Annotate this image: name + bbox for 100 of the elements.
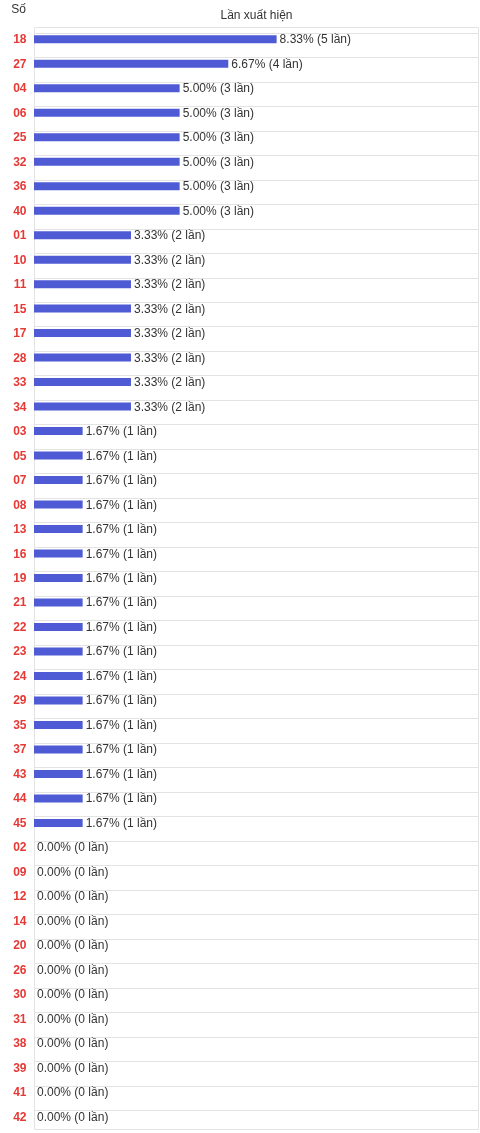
data-label: 3.33% (2 lần) — [133, 399, 206, 414]
bar — [34, 157, 180, 166]
data-label: 1.67% (1 lần) — [85, 815, 158, 830]
y-tick-label: 37 — [13, 742, 27, 757]
data-label: 1.67% (1 lần) — [85, 693, 158, 708]
data-label: 1.67% (1 lần) — [85, 424, 158, 439]
y-tick-label: 34 — [13, 399, 27, 414]
y-tick-label: 25 — [13, 130, 27, 145]
data-label: 0.00% (0 lần) — [37, 913, 109, 928]
bar — [34, 696, 83, 705]
bar — [34, 353, 131, 362]
data-label: 5.00% (3 lần) — [182, 179, 255, 194]
y-tick-label: 43 — [13, 766, 27, 781]
bar — [34, 525, 83, 534]
data-label: 5.00% (3 lần) — [182, 105, 255, 120]
data-label: 1.67% (1 lần) — [85, 448, 158, 463]
data-label: 1.67% (1 lần) — [85, 644, 158, 659]
y-tick-label: 28 — [13, 350, 27, 365]
y-tick-label: 08 — [13, 497, 27, 512]
bar — [34, 720, 83, 729]
y-tick-label: 10 — [13, 252, 27, 267]
data-label: 0.00% (0 lần) — [37, 1011, 109, 1026]
bar — [34, 35, 277, 44]
y-tick-label: 15 — [13, 301, 27, 316]
y-tick-label: 42 — [13, 1109, 27, 1124]
bar — [34, 671, 83, 680]
y-tick-label: 41 — [13, 1085, 27, 1100]
data-label: 0.00% (0 lần) — [37, 987, 109, 1002]
data-label: 1.67% (1 lần) — [85, 522, 158, 537]
bar — [34, 84, 180, 93]
y-tick-label: 11 — [13, 277, 27, 292]
data-label: 3.33% (2 lần) — [133, 350, 206, 365]
y-tick-label: 29 — [13, 693, 27, 708]
y-tick-label: 19 — [13, 571, 27, 585]
y-tick-label: 07 — [13, 473, 27, 488]
data-label: 1.67% (1 lần) — [85, 766, 158, 781]
data-label: 1.67% (1 lần) — [85, 546, 158, 561]
bar — [34, 549, 83, 558]
y-tick-label: 16 — [13, 546, 27, 561]
data-label: 3.33% (2 lần) — [133, 228, 206, 243]
data-label: 3.33% (2 lần) — [133, 301, 206, 316]
bar — [34, 182, 180, 191]
bar — [34, 255, 131, 264]
bar — [34, 402, 131, 411]
y-tick-label: 21 — [13, 595, 27, 610]
y-tick-label: 44 — [13, 791, 27, 806]
data-label: 0.00% (0 lần) — [37, 1060, 109, 1075]
data-label: 0.00% (0 lần) — [37, 962, 109, 977]
data-label: 3.33% (2 lần) — [133, 277, 206, 292]
data-label: 8.33% (5 lần) — [279, 32, 351, 47]
y-tick-label: 17 — [13, 326, 27, 341]
bar — [34, 476, 83, 485]
bar — [34, 745, 83, 754]
y-tick-label: 27 — [13, 56, 27, 71]
y-tick-label: 18 — [13, 32, 27, 47]
data-label: 5.00% (3 lần) — [182, 81, 255, 96]
y-tick-label: 05 — [13, 448, 27, 463]
y-tick-label: 30 — [13, 987, 27, 1002]
bar — [34, 378, 131, 387]
y-tick-label: 22 — [13, 619, 27, 634]
data-label: 1.67% (1 lần) — [85, 791, 158, 806]
y-tick-label: 12 — [13, 889, 27, 904]
y-tick-label: 36 — [13, 179, 27, 194]
y-tick-label: 13 — [13, 522, 27, 537]
y-tick-label: 33 — [13, 375, 27, 390]
y-tick-label: 02 — [13, 840, 27, 855]
data-label: 0.00% (0 lần) — [37, 1109, 109, 1124]
bar — [34, 574, 83, 582]
bar — [34, 769, 83, 778]
data-label: 0.00% (0 lần) — [37, 1036, 109, 1051]
bar — [34, 500, 83, 509]
data-label: 0.00% (0 lần) — [37, 1085, 109, 1100]
bar — [34, 231, 131, 240]
bar — [34, 794, 83, 803]
y-tick-label: 39 — [13, 1060, 27, 1075]
y-tick-label: 32 — [13, 154, 27, 169]
x-axis-title: Lần xuất hiện — [220, 7, 293, 22]
y-tick-label: 35 — [13, 717, 27, 732]
data-label: 1.67% (1 lần) — [85, 717, 158, 732]
data-label: 5.00% (3 lần) — [182, 203, 255, 218]
bar — [34, 622, 83, 631]
y-tick-label: 20 — [13, 938, 27, 953]
bar — [34, 133, 180, 142]
y-tick-label: 38 — [13, 1036, 27, 1051]
bar — [34, 108, 180, 117]
y-tick-label: 26 — [13, 962, 27, 977]
data-label: 3.33% (2 lần) — [133, 375, 206, 390]
data-label: 0.00% (0 lần) — [37, 889, 109, 904]
bar — [34, 451, 83, 460]
y-tick-label: 24 — [13, 668, 27, 683]
y-axis-title: Số — [11, 1, 27, 16]
y-tick-label: 45 — [13, 815, 27, 830]
bar — [34, 280, 131, 289]
y-tick-label: 06 — [13, 105, 27, 120]
data-label: 1.67% (1 lần) — [85, 742, 158, 757]
data-label: 3.33% (2 lần) — [133, 326, 206, 341]
data-label: 0.00% (0 lần) — [37, 938, 109, 953]
data-label: 1.67% (1 lần) — [85, 619, 158, 634]
bar — [34, 818, 83, 827]
data-label: 1.67% (1 lần) — [85, 595, 158, 610]
